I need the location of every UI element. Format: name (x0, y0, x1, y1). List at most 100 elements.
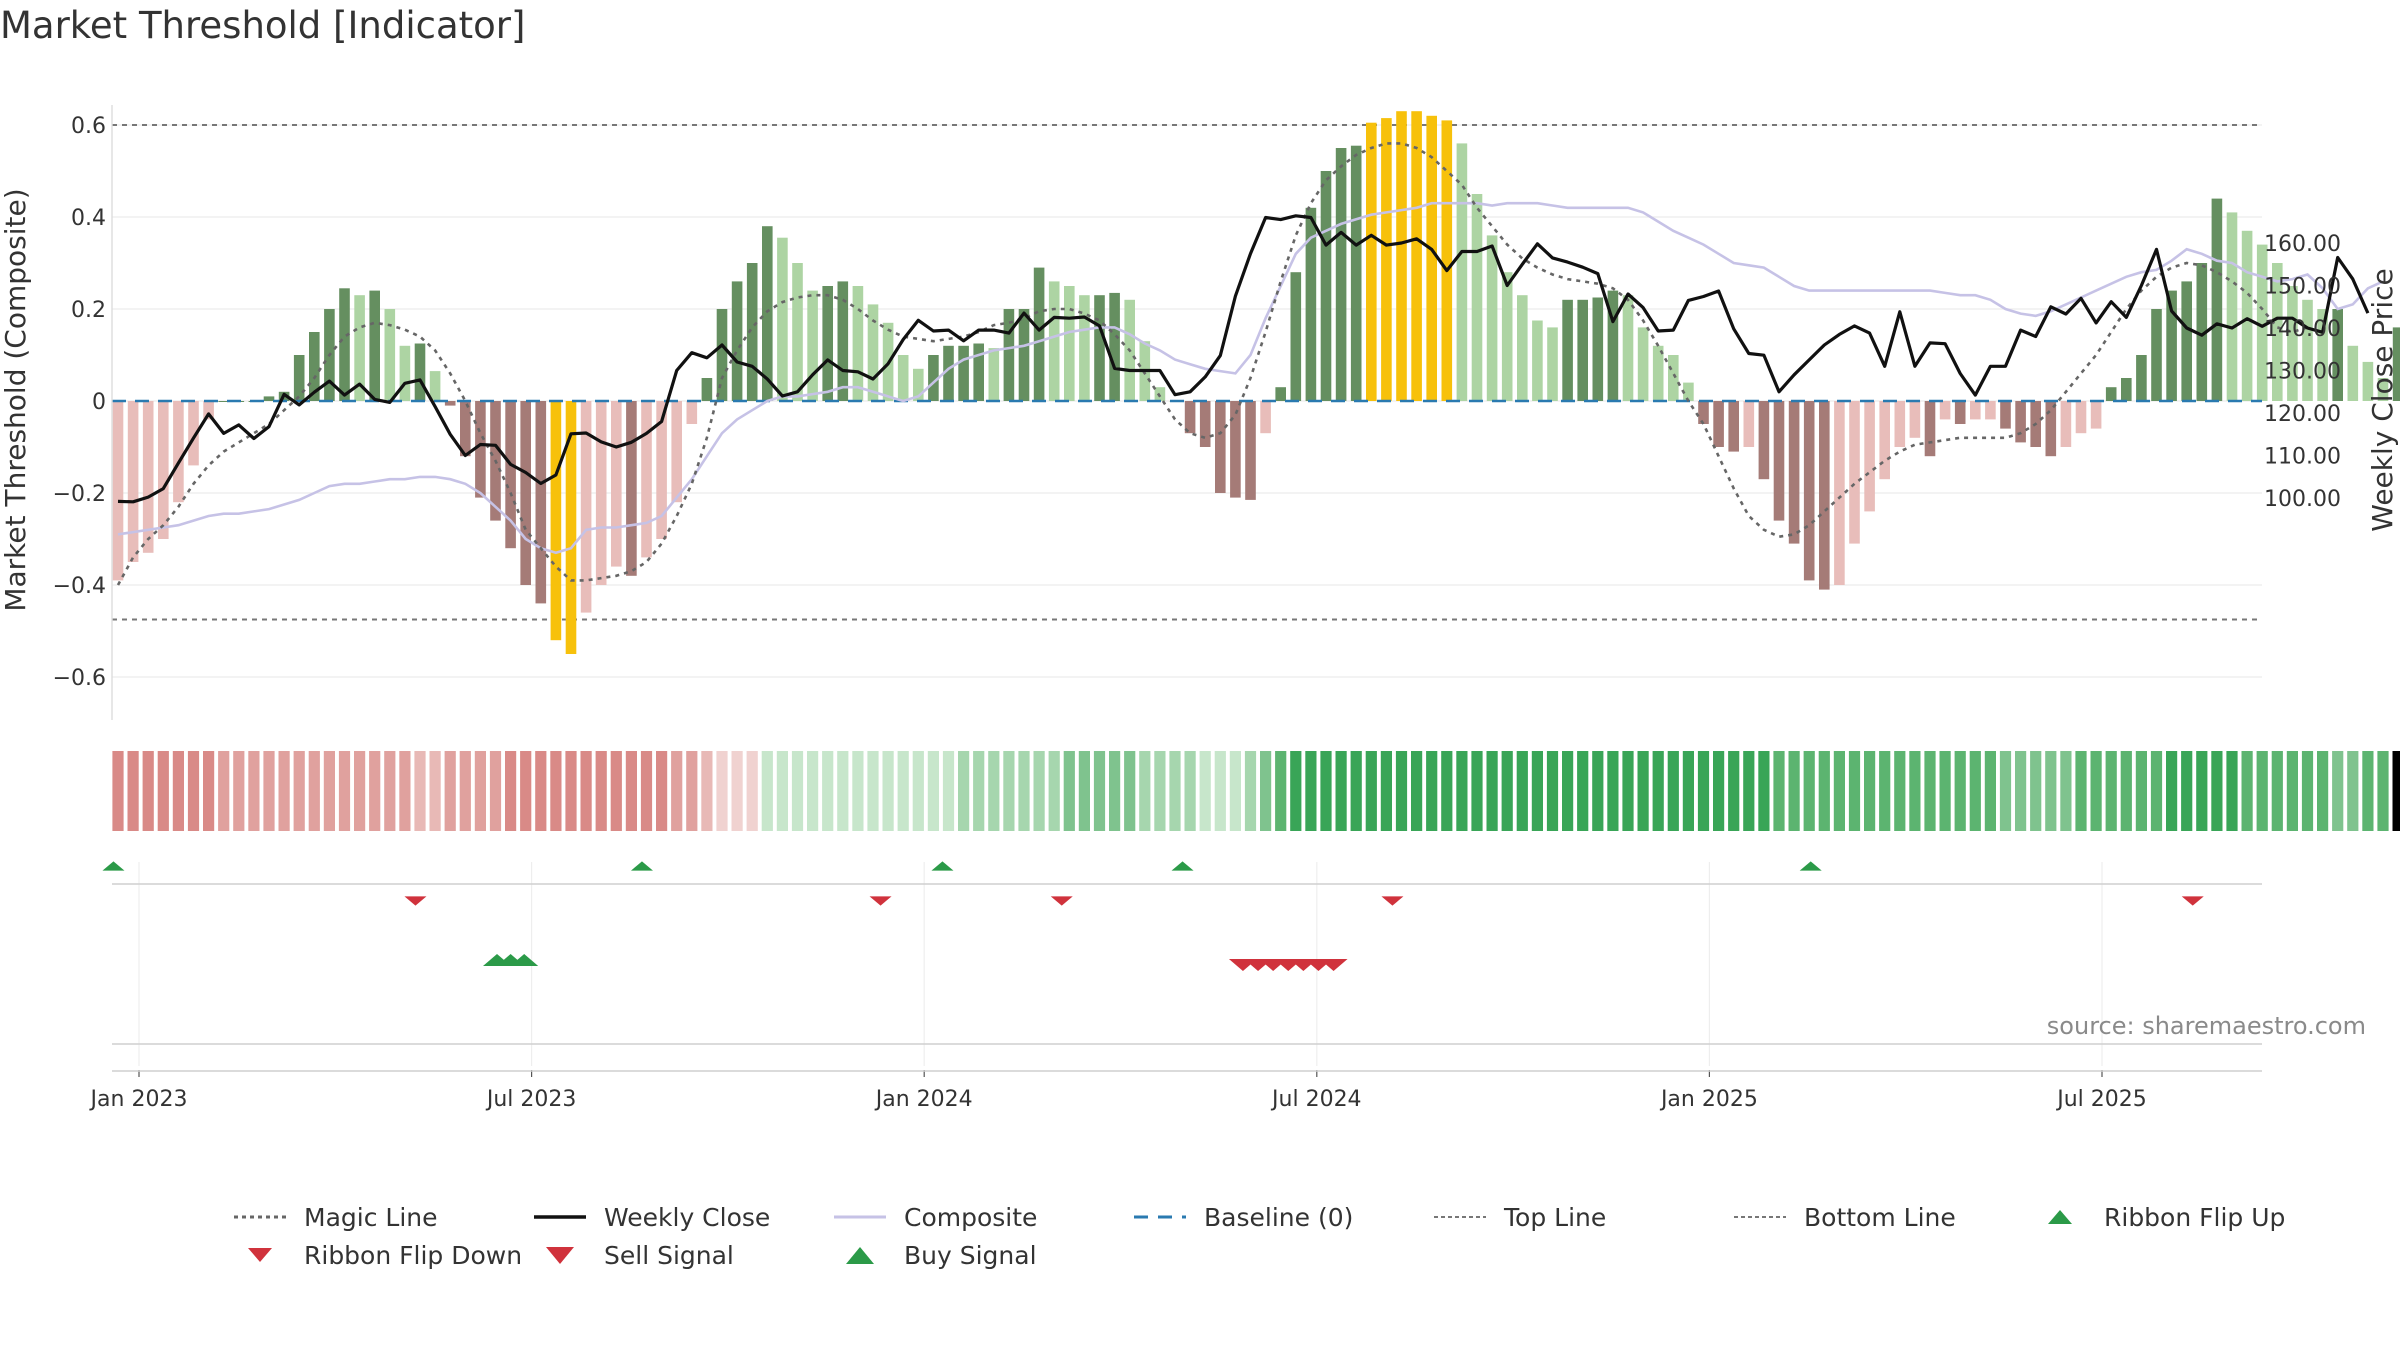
composite-line (117, 201, 2384, 555)
ribbon-cell (2211, 751, 2223, 831)
ribbon-cell (1577, 751, 1589, 831)
composite-bar (1562, 299, 1573, 401)
composite-bar (1698, 401, 1709, 424)
composite-bar (2121, 378, 2132, 401)
ribbon-cell (1290, 751, 1302, 831)
composite-bar (127, 401, 139, 562)
ribbon-cell (1969, 751, 1981, 831)
composite-bar (203, 401, 214, 420)
composite-bar (1260, 401, 1271, 434)
ribbon-flip-down-marker (2181, 896, 2204, 906)
composite-bar (218, 401, 229, 402)
composite-bar (2226, 212, 2238, 401)
composite-bar (1607, 290, 1619, 401)
ribbon-cell (1184, 751, 1196, 831)
composite-bar (913, 368, 924, 401)
ribbon-cell (1411, 751, 1423, 831)
ribbon-cell (837, 751, 849, 831)
ribbon-cell (1909, 751, 1921, 831)
x-tick-label: Jan 2024 (874, 1087, 973, 1112)
weekly-close-line (117, 214, 2370, 504)
y-tick-right: 130.00 (2264, 360, 2341, 385)
composite-bar (1094, 295, 1105, 401)
composite-bar (943, 345, 954, 401)
ribbon-cell (323, 751, 335, 831)
composite-bar (1668, 355, 1679, 401)
composite-bar (2060, 401, 2072, 447)
y-tick-right: 120.00 (2264, 402, 2341, 427)
composite-bar (2105, 387, 2117, 401)
composite-bar (1970, 401, 1981, 420)
chart-title: Market Threshold [Indicator] (0, 4, 526, 47)
composite-bar (1320, 171, 1332, 401)
composite-bar (792, 263, 803, 401)
composite-bar (1532, 320, 1543, 401)
composite-bar (852, 286, 864, 401)
ribbon-cell (2150, 751, 2163, 831)
ribbon-flip-up-marker (102, 861, 125, 871)
source-label: source: sharemaestro.com (2047, 1012, 2366, 1040)
ribbon-cell (1803, 751, 1815, 831)
composite-bar (746, 263, 758, 401)
ribbon-cell (1260, 751, 1272, 831)
ribbon-cell (2105, 751, 2117, 831)
ribbon-flip-down-marker (869, 896, 892, 906)
composite-bar (1879, 401, 1890, 480)
composite-bar (188, 401, 199, 466)
ribbon-cell (308, 751, 320, 831)
composite-bar (1335, 148, 1347, 401)
y-tick-left: −0.6 (53, 666, 106, 691)
ribbon-cell (1018, 751, 1030, 831)
x-tick-label: Jul 2025 (2055, 1087, 2147, 1112)
composite-bar (1773, 401, 1785, 521)
composite-bar (807, 290, 818, 401)
ribbon-cell (1471, 751, 1483, 831)
y-tick-left: 0.4 (71, 206, 106, 231)
ribbon-cell (187, 751, 200, 831)
ribbon-cell (2377, 751, 2389, 831)
composite-bar (1109, 292, 1120, 401)
ribbon-cell (580, 751, 592, 831)
ribbon-cell (882, 751, 894, 831)
ribbon-cell (867, 751, 879, 831)
composite-bar (1517, 295, 1528, 401)
y-tick-right: 150.00 (2264, 275, 2341, 300)
ribbon-cell (1441, 751, 1453, 831)
ribbon-cell (2256, 751, 2268, 831)
ribbon-cell (1048, 751, 1060, 831)
gridlines (112, 124, 2262, 1066)
composite-bar (973, 343, 984, 401)
legend-item: Baseline (0) (1130, 1203, 1430, 1232)
composite-bar (354, 295, 365, 401)
x-tick-label: Jul 2023 (485, 1087, 577, 1112)
ribbon-cell (1078, 751, 1090, 831)
composite-bar (1048, 281, 1060, 401)
legend-row: Magic Line Weekly Close Composite Baseline … (230, 1198, 2380, 1236)
ribbon-cell (1531, 751, 1543, 831)
ribbon-cell (927, 751, 939, 831)
composite-bar (475, 401, 486, 498)
ribbon-cell (203, 751, 215, 831)
composite-bar (1954, 401, 1966, 424)
ribbon-cell (2347, 751, 2359, 831)
ribbon-cell (2030, 751, 2042, 831)
ribbon-cell (595, 751, 607, 831)
ribbon-cell (1773, 751, 1785, 831)
composite-bar (1033, 267, 1045, 401)
composite-bar (293, 355, 305, 401)
composite-bar (2392, 327, 2400, 401)
composite-bar (580, 401, 592, 613)
y-tick-right: 140.00 (2264, 317, 2341, 342)
ribbon-cell (942, 751, 955, 831)
composite-bar (1471, 194, 1483, 401)
composite-bar (1199, 401, 1211, 447)
composite-bar (2347, 345, 2359, 401)
ribbon-cell (278, 751, 290, 831)
ribbon-cell (1124, 751, 1136, 831)
legend-item: Ribbon Flip Down (230, 1241, 530, 1270)
composite-bar (2015, 401, 2026, 443)
ribbon-cell (2090, 751, 2102, 831)
ribbon-cell (1833, 751, 1845, 831)
ribbon-cell (656, 751, 668, 831)
ribbon-cell (2241, 751, 2253, 831)
